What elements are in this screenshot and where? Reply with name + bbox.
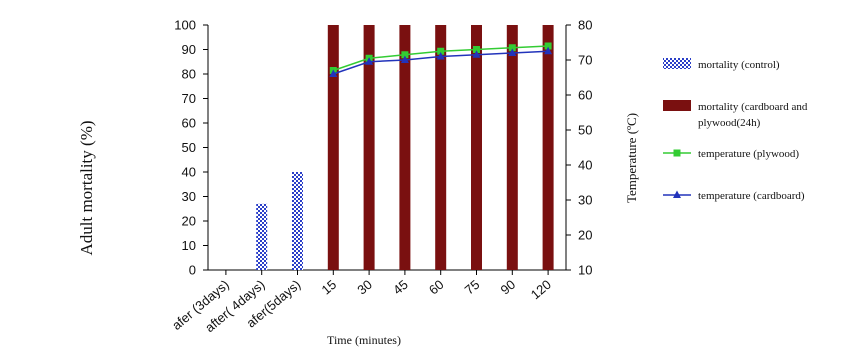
point-marker xyxy=(544,42,552,50)
bar xyxy=(363,25,375,270)
y-tick-label: 20 xyxy=(182,214,196,229)
y2-tick-label: 40 xyxy=(578,158,592,173)
y-tick-label: 100 xyxy=(174,18,196,33)
bar xyxy=(292,172,303,270)
point-marker xyxy=(400,55,409,63)
x-tick-label: 30 xyxy=(354,277,375,298)
y-tick-label: 30 xyxy=(182,189,196,204)
point-marker xyxy=(508,48,517,56)
point-marker xyxy=(437,47,445,55)
point-marker xyxy=(673,149,681,157)
y-tick-label: 70 xyxy=(182,91,196,106)
y-tick-label: 0 xyxy=(189,263,196,278)
point-marker xyxy=(329,69,338,77)
x-tick-label: 90 xyxy=(498,277,519,298)
y2-tick-label: 30 xyxy=(578,193,592,208)
x-tick-label: 45 xyxy=(390,277,411,298)
point-marker xyxy=(508,44,516,52)
point-marker xyxy=(544,46,553,55)
bar xyxy=(327,25,339,270)
x-axis-label: Time (minutes) xyxy=(327,333,401,347)
legend-label: temperature (plywood) xyxy=(698,148,799,160)
bar xyxy=(471,25,482,270)
y-tick-label: 40 xyxy=(182,165,196,180)
y-tick-label: 60 xyxy=(182,116,196,131)
y2-tick-label: 80 xyxy=(578,18,592,33)
bar xyxy=(256,203,268,270)
lines-group xyxy=(329,42,553,77)
y2-tick-label: 50 xyxy=(578,123,592,138)
point-marker xyxy=(401,51,409,59)
y2-axis-label: Temperature (ºC) xyxy=(624,113,639,203)
point-marker xyxy=(365,57,374,65)
x-tick-label: 75 xyxy=(462,277,483,298)
point-marker xyxy=(472,50,481,58)
y-tick-label: 90 xyxy=(182,42,196,57)
bar xyxy=(506,25,518,270)
x-tick-label: 15 xyxy=(319,277,340,298)
y2-tick-label: 60 xyxy=(578,88,592,103)
y-tick-label: 10 xyxy=(182,238,196,253)
bar xyxy=(399,25,411,270)
y2-tick-label: 70 xyxy=(578,53,592,68)
bar xyxy=(435,25,447,270)
y-tick-label: 50 xyxy=(182,140,196,155)
y2-tick-label: 20 xyxy=(578,228,592,243)
y-tick-label: 80 xyxy=(182,67,196,82)
x-tick-label: 120 xyxy=(528,277,554,302)
point-marker xyxy=(673,190,681,198)
legend-label: mortality (cardboard and xyxy=(698,101,808,113)
point-marker xyxy=(473,46,480,53)
y-axis-label: Adult mortality (%) xyxy=(77,120,96,255)
legend-label: mortality (control) xyxy=(698,59,780,71)
x-tick-label: 60 xyxy=(426,277,447,298)
point-marker xyxy=(436,52,445,60)
legend-label: temperature (cardboard) xyxy=(698,190,805,202)
bars-group xyxy=(256,25,554,270)
axes-group: 01020304050607080901001020304050607080af… xyxy=(169,18,592,336)
bar xyxy=(542,25,554,270)
legend-swatch xyxy=(663,100,691,111)
legend-label: plywood(24h) xyxy=(698,117,761,129)
legend-swatch xyxy=(663,58,691,69)
legend: mortality (control) mortality (cardboard … xyxy=(663,58,808,202)
y2-tick-label: 10 xyxy=(578,263,592,278)
labels-group: Adult mortality (%) Temperature (ºC) Tim… xyxy=(77,113,639,347)
